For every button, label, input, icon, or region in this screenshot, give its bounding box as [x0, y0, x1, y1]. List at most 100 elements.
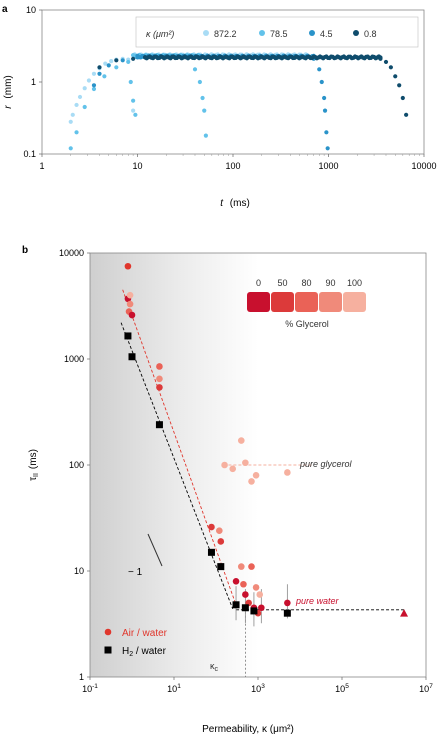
air-water-point [126, 300, 134, 308]
glycerol-swatch [295, 292, 318, 312]
x-tick-label: 103 [251, 683, 265, 694]
series-78.5-point [102, 74, 107, 79]
y-tick-label: 100 [69, 460, 84, 470]
x-tick-label: 105 [335, 683, 349, 694]
x-tick-label: 10-1 [82, 683, 98, 694]
series-78.5-point [202, 108, 207, 113]
y-label-unit: (mm) [3, 75, 14, 98]
legend-box [135, 16, 419, 48]
glycerol-legend-title: % Glycerol [285, 319, 329, 329]
legend-marker-4.5 [309, 30, 315, 36]
air-water-point [221, 461, 228, 469]
series-872.2-point [82, 86, 87, 91]
panel-a-legend: κ (μm²) 872.2 78.5 4.5 0.8 [135, 16, 419, 48]
series-0.8-point [404, 112, 409, 117]
y-tick-label: 10 [74, 566, 84, 576]
glycerol-level-label: 100 [347, 278, 362, 288]
air-water-point [284, 469, 291, 476]
air-water-point [156, 384, 163, 391]
air-water-point [237, 437, 245, 444]
y-label-symbol: r [3, 105, 14, 109]
series-78.5-point [114, 65, 119, 70]
air-water-point [256, 591, 264, 598]
glycerol-swatch [247, 292, 270, 312]
slope-indicator-line [147, 533, 163, 567]
glycerol-level-label: 50 [277, 278, 287, 288]
panel-a-label: a [2, 4, 8, 15]
panel-b-points [124, 262, 409, 627]
glycerol-swatch [319, 292, 342, 312]
series-0.8-point [397, 83, 402, 88]
h2-water-point [283, 609, 291, 617]
panel-b-chart: 10-1 101 103 105 107 1 10 100 1000 10000 0 50 80 90 1… [28, 248, 433, 735]
air-water-point [229, 465, 237, 473]
pure-water-triangle [400, 609, 409, 617]
series-78.5-point [131, 98, 136, 103]
glycerol-level-label: 80 [301, 278, 311, 288]
y-tick-label: 1 [79, 672, 84, 682]
air-water-point [242, 459, 249, 467]
y-label-tau: τ [28, 477, 39, 481]
kappa-c-symbol: κ [210, 661, 215, 671]
x-tick-label: 101 [167, 683, 181, 694]
h2-water-point [250, 607, 258, 615]
x-tick-label: 107 [419, 683, 433, 694]
series-0.8-point [142, 55, 148, 60]
series-78.5-point [91, 86, 97, 92]
panel-a-y-label: r (mm) [3, 75, 14, 108]
series-4.5-point [317, 67, 322, 72]
kappa-c-annotation: κc [210, 661, 219, 673]
legend-air-marker [104, 628, 112, 636]
legend-h2-label: H2 / water [122, 646, 167, 658]
series-0.8-point [131, 56, 136, 61]
legend-marker-872.2 [203, 30, 209, 36]
x-label-unit: (ms) [230, 198, 250, 209]
x-tick-label: 1000 [318, 161, 338, 171]
series-78.5-point [197, 79, 202, 85]
x-tick-label: 100 [225, 161, 240, 171]
legend-label-872.2: 872.2 [214, 29, 237, 39]
series-0.8-point [378, 56, 383, 61]
series-78.5-point [82, 104, 87, 110]
air-water-point [232, 577, 240, 585]
series-4.5-point [319, 79, 324, 85]
series-4.5-point [97, 71, 102, 76]
y-tick-label: 1 [31, 77, 36, 87]
glycerol-level-label: 90 [325, 278, 335, 288]
air-water-point [208, 523, 215, 531]
panel-b-x-label: Permeability, κ (μm²) [202, 724, 294, 735]
legend-air-label: Air / water [122, 628, 168, 639]
h2-water-point [124, 332, 132, 340]
low-permeability-shading [90, 253, 258, 677]
panel-a-x-label: t (ms) [220, 198, 250, 209]
series-4.5-point [325, 146, 330, 151]
series-872.2-point [103, 61, 108, 66]
series-0.8-point [388, 65, 393, 70]
h2-water-point [232, 601, 240, 609]
series-872.2-point [70, 112, 75, 117]
kappa-c-sub: c [215, 666, 219, 673]
series-78.5-point [126, 59, 131, 65]
air-water-point [156, 363, 163, 370]
air-water-point [237, 563, 245, 570]
series-872.2-point [131, 108, 136, 113]
series-4.5-point [324, 130, 329, 135]
legend-marker-0.8 [353, 30, 359, 36]
air-water-point [252, 471, 260, 479]
legend-label-78.5: 78.5 [270, 29, 288, 39]
series-0.8-point [400, 95, 405, 101]
series-78.5-point [68, 146, 73, 151]
y-label-sub: II [33, 473, 40, 477]
series-4.5-point [135, 55, 140, 60]
glycerol-legend: 0 50 80 90 100 [247, 278, 366, 312]
legend-marker-78.5 [259, 30, 265, 36]
series-872.2-point [91, 71, 97, 76]
y-tick-label: 0.1 [23, 149, 36, 159]
legend-title: κ (μm²) [146, 29, 174, 39]
air-water-point [258, 604, 265, 612]
series-0.8-point [97, 65, 102, 70]
slope-annotation: − 1 [128, 567, 143, 578]
